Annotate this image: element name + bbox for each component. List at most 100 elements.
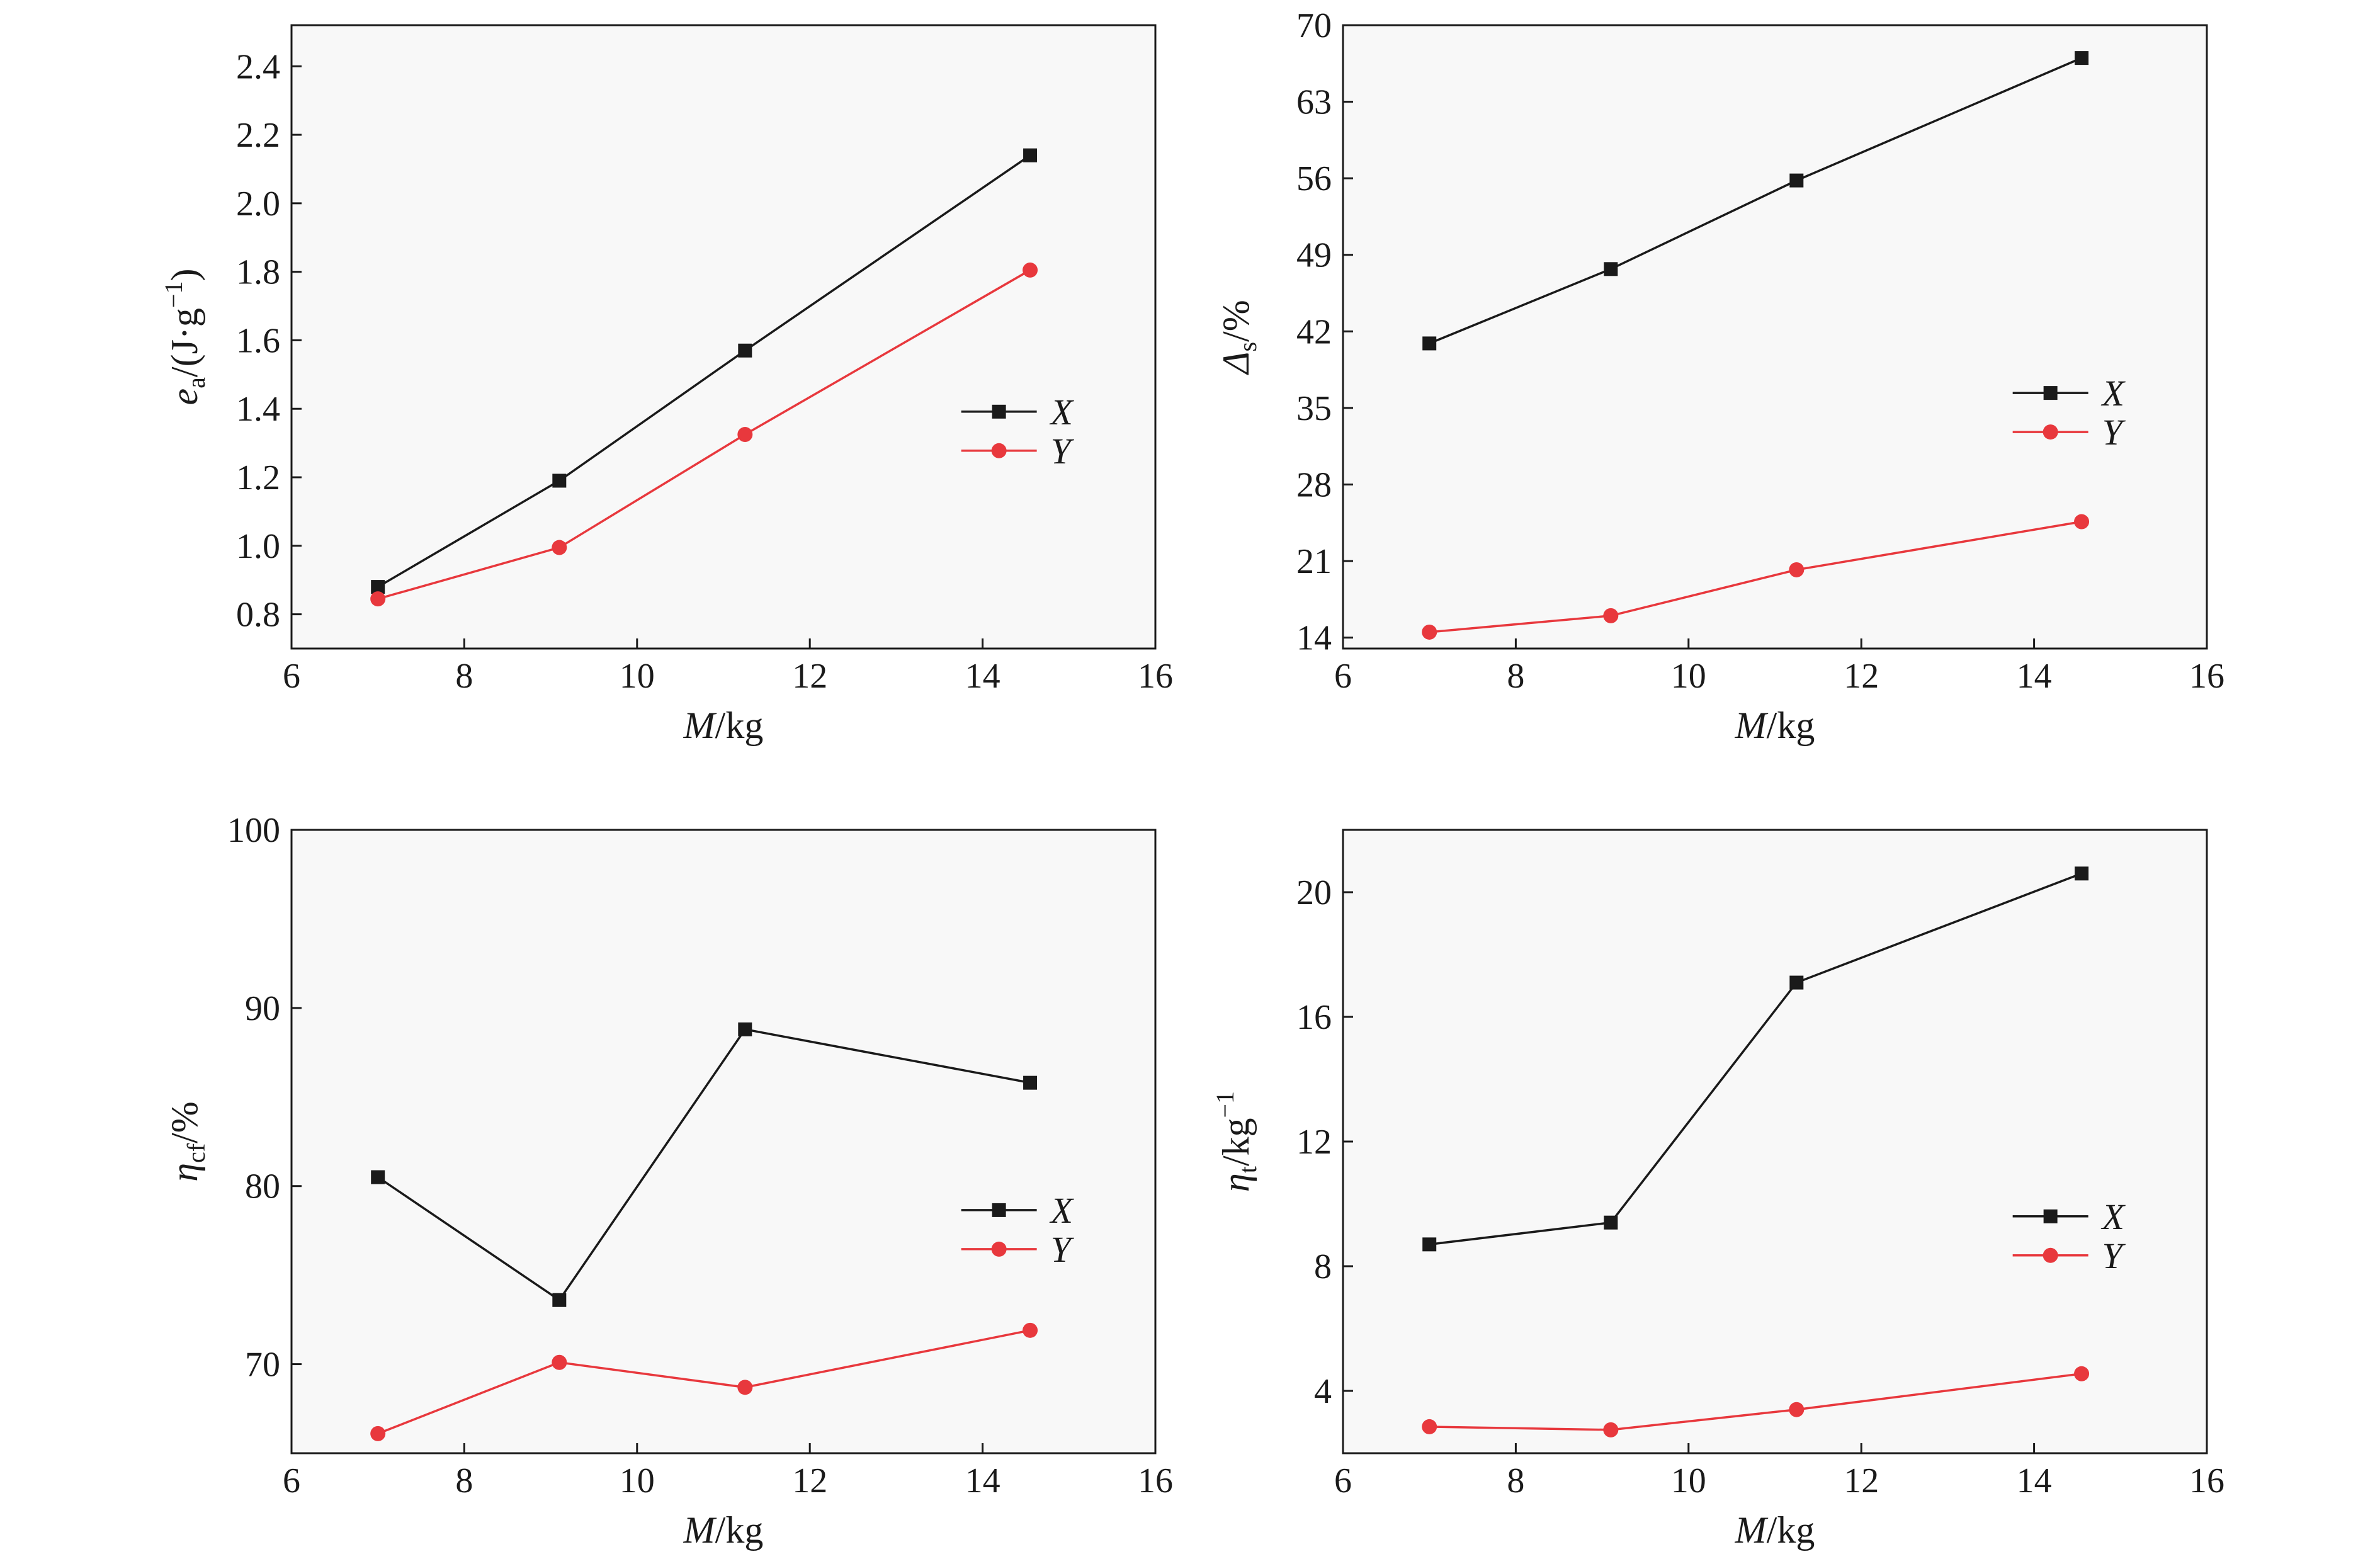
plot-area [1342,24,2208,650]
data-point-X [371,1170,385,1184]
x-axis-unit: /kg [715,705,764,746]
y-tick-label: 12 [1296,1123,1332,1162]
x-tick-label: 16 [2189,657,2224,696]
series-line-Y [377,1329,1031,1435]
data-point-Y [370,1426,386,1441]
y-axis-close-paren: ) [164,269,205,281]
y-tick-label: 42 [1296,312,1332,351]
legend-label: Y [2102,412,2126,453]
legend-marker-square [2043,1209,2058,1223]
x-axis-symbol: M [1735,705,1769,746]
data-point-X [738,1022,752,1036]
y-tick-label: 70 [245,1346,280,1385]
y-tick-label: 80 [245,1167,280,1206]
y-axis-unit: /% [1215,300,1257,342]
y-tick-label: 70 [1296,6,1332,45]
chart-panel-top-right: 6 8 10 12 14 16 14 21 28 35 42 49 56 63 70 M/kg Δs/% XY [1215,6,2224,746]
data-point-X [738,343,752,358]
legend-marker-circle [991,443,1007,458]
y-tick-label: 28 [1296,465,1332,504]
legend-marker-square [992,1203,1006,1217]
y-tick-label: 100 [227,811,280,850]
y-tick-label: 49 [1296,236,1332,275]
x-tick-label: 14 [965,657,1000,696]
x-tick-label: 10 [620,657,655,696]
y-tick-label: 21 [1296,542,1332,581]
data-point-Y [1422,624,1437,640]
data-point-Y [1789,1402,1805,1417]
series-line-Y [1429,520,2082,633]
x-tick-label: 12 [792,1461,827,1500]
y-tick-label: 1.0 [236,527,280,566]
x-axis-unit: /kg [1767,705,1815,746]
x-tick-label: 12 [1844,657,1879,696]
legend-label: X [1050,392,1075,433]
y-tick-label: 63 [1296,83,1332,122]
data-point-Y [370,591,386,607]
x-tick-label: 12 [1844,1461,1879,1500]
plot-area [1342,829,2208,1454]
legend-item-X: X [961,1190,1075,1231]
legend-item-Y: Y [961,431,1075,472]
y-axis-subscript: cf [182,1143,210,1163]
x-tick-label: 6 [1334,657,1352,696]
legend-item-X: X [961,392,1075,433]
x-axis-unit: /kg [1767,1509,1815,1551]
x-axis-symbol: M [683,705,717,746]
y-tick-label: 4 [1314,1372,1332,1411]
y-axis-symbol: η [164,1163,205,1182]
x-tick-label: 6 [283,1461,300,1500]
x-tick-label: 16 [1138,1461,1173,1500]
x-axis-label: M/kg [683,705,764,746]
data-point-Y [1789,562,1805,577]
y-tick-label: 1.6 [236,321,280,360]
y-axis-superscript: −1 [159,281,188,309]
y-tick-label: 2.2 [236,116,280,155]
y-axis-symbol: η [1215,1173,1257,1192]
x-tick-label: 12 [792,657,827,696]
data-point-Y [1023,262,1038,278]
series-line-Y [377,269,1031,600]
y-axis-unit: /kg [1215,1118,1257,1167]
y-tick-label: 2.4 [236,47,280,86]
data-point-X [1422,1237,1437,1252]
x-tick-label: 6 [1334,1461,1352,1500]
series-line-X [1429,57,2082,345]
x-tick-label: 14 [965,1461,1000,1500]
data-point-X [1789,173,1804,188]
x-axis-symbol: M [683,1509,717,1551]
series-line-X [1429,872,2082,1246]
x-tick-label: 8 [1507,1461,1524,1500]
x-axis-label: M/kg [683,1509,764,1551]
y-axis-subscript: a [182,377,210,388]
x-axis-symbol: M [1735,1509,1769,1551]
data-point-X [1604,262,1618,276]
y-tick-label: 20 [1296,873,1332,912]
data-point-Y [737,427,753,443]
x-tick-label: 10 [1671,657,1706,696]
legend-marker-circle [991,1241,1007,1257]
y-tick-label: 14 [1296,619,1332,658]
x-tick-label: 6 [283,657,300,696]
y-axis-label: ea/(J·g−1) [159,269,210,405]
y-tick-label: 1.8 [236,253,280,292]
legend-item-X: X [2012,1196,2126,1237]
legend-label: Y [2102,1235,2126,1276]
y-axis-subscript: s [1233,342,1262,352]
legend-marker-square [992,404,1006,419]
y-axis-label: ηcf/% [164,1101,210,1182]
y-axis-unit: /(J·g [164,308,205,377]
legend-label: X [2101,373,2126,414]
data-point-Y [552,1354,567,1370]
y-axis-label: Δs/% [1215,300,1262,375]
data-point-Y [2074,1366,2090,1381]
y-tick-label: 2.0 [236,184,280,224]
x-tick-label: 8 [1507,657,1524,696]
x-tick-label: 16 [1138,657,1173,696]
data-point-X [371,580,385,594]
y-tick-label: 1.2 [236,458,280,497]
x-tick-label: 14 [2017,657,2052,696]
legend-item-Y: Y [2012,412,2126,453]
